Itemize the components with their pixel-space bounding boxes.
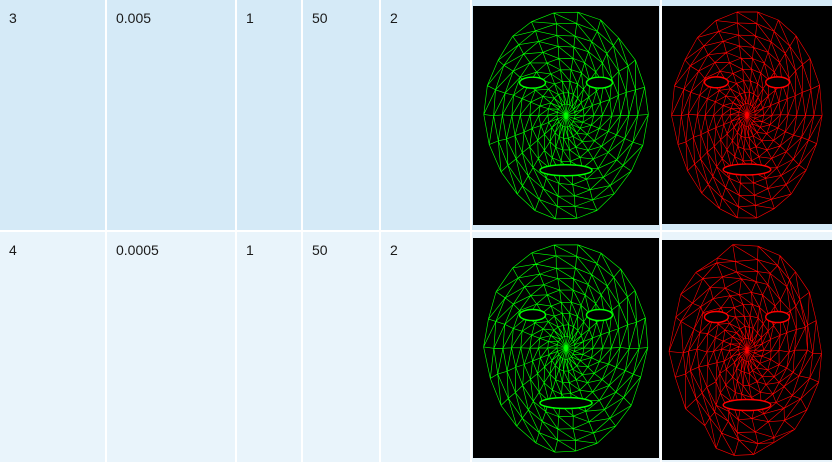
- table-cell-image: [662, 0, 832, 230]
- red-face-mesh-icon: [671, 11, 823, 219]
- table-cell-image: [472, 0, 660, 230]
- cell-value: 2: [390, 10, 398, 26]
- table-cell: 2: [381, 0, 470, 230]
- cell-value: 3: [9, 10, 17, 26]
- face-mesh-image: [473, 6, 659, 225]
- table-cell: 4: [0, 232, 105, 462]
- face-mesh-image: [662, 6, 832, 224]
- cell-value: 4: [9, 242, 17, 258]
- table-cell: 50: [303, 0, 379, 230]
- cell-value: 1: [246, 242, 254, 258]
- face-mesh-image: [662, 240, 832, 460]
- table-cell: 50: [303, 232, 379, 462]
- table-cell: 2: [381, 232, 470, 462]
- cell-value: 50: [312, 242, 328, 258]
- table-cell: 3: [0, 0, 105, 230]
- face-mesh-image: [473, 238, 659, 458]
- red-face-mesh-distorted-icon: [668, 244, 822, 456]
- table-cell-image: [472, 232, 660, 462]
- table-cell-image: [662, 232, 832, 462]
- table-row: 4 0.0005 1 50 2: [0, 232, 832, 462]
- table-cell: 0.005: [107, 0, 235, 230]
- cell-value: 50: [312, 10, 328, 26]
- table-cell: 1: [237, 0, 301, 230]
- cell-value: 0.0005: [116, 242, 159, 258]
- cell-value: 0.005: [116, 10, 152, 26]
- green-face-mesh-icon: [483, 244, 649, 453]
- cell-value: 2: [390, 242, 398, 258]
- cell-value: 1: [246, 10, 254, 26]
- table-row: 3 0.005 1 50 2: [0, 0, 832, 230]
- table-cell: 0.0005: [107, 232, 235, 462]
- table-cell: 1: [237, 232, 301, 462]
- green-face-mesh-icon: [483, 11, 649, 220]
